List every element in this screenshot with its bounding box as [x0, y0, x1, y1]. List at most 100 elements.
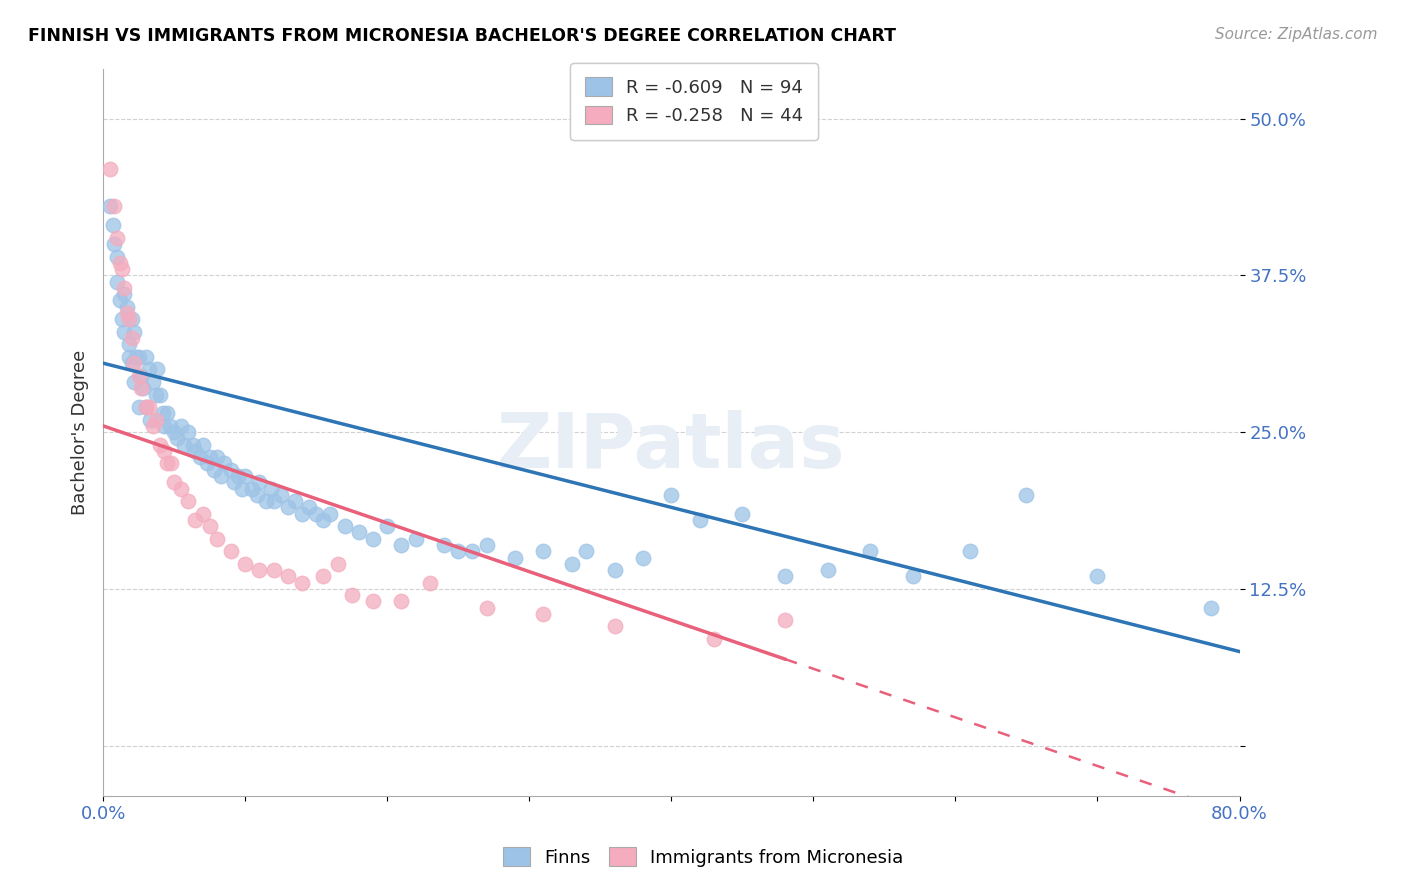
Point — [575, 544, 598, 558]
Point — [105, 250, 128, 264]
Point — [118, 337, 141, 351]
Point — [108, 293, 131, 308]
Point — [114, 287, 136, 301]
Point — [110, 262, 132, 277]
Text: ZIPatlas: ZIPatlas — [498, 409, 845, 483]
Point — [703, 632, 725, 646]
Point — [184, 513, 207, 527]
Point — [101, 219, 124, 233]
Point — [312, 513, 335, 527]
Point — [124, 356, 146, 370]
Point — [181, 438, 204, 452]
Point — [110, 312, 132, 326]
Point — [959, 544, 981, 558]
Point — [145, 387, 167, 401]
Point — [145, 412, 167, 426]
Point — [135, 400, 157, 414]
Point — [131, 368, 153, 383]
Point — [361, 532, 384, 546]
Point — [245, 488, 267, 502]
Point — [153, 444, 176, 458]
Point — [284, 494, 307, 508]
Point — [659, 488, 682, 502]
Point — [173, 438, 195, 452]
Point — [131, 381, 153, 395]
Point — [233, 557, 256, 571]
Point — [149, 387, 172, 401]
Point — [108, 256, 131, 270]
Point — [121, 331, 143, 345]
Point — [1087, 569, 1109, 583]
Point — [128, 400, 150, 414]
Point — [198, 519, 221, 533]
Point — [859, 544, 882, 558]
Point — [219, 544, 242, 558]
Point — [118, 312, 141, 326]
Point — [901, 569, 924, 583]
Point — [419, 575, 441, 590]
Point — [163, 425, 186, 439]
Point — [149, 438, 172, 452]
Point — [191, 507, 214, 521]
Point — [391, 594, 413, 608]
Point — [146, 362, 169, 376]
Point — [128, 350, 150, 364]
Point — [205, 450, 228, 465]
Point — [142, 375, 165, 389]
Y-axis label: Bachelor's Degree: Bachelor's Degree — [72, 350, 89, 515]
Point — [247, 563, 270, 577]
Point — [561, 557, 583, 571]
Point — [105, 231, 128, 245]
Point — [1199, 600, 1222, 615]
Point — [391, 538, 413, 552]
Point — [156, 457, 179, 471]
Point — [231, 482, 253, 496]
Point — [170, 418, 193, 433]
Point — [291, 507, 314, 521]
Point — [773, 613, 796, 627]
Point — [433, 538, 456, 552]
Point — [202, 463, 225, 477]
Point — [205, 532, 228, 546]
Point — [603, 619, 626, 633]
Point — [209, 469, 232, 483]
Point — [118, 350, 141, 364]
Point — [114, 281, 136, 295]
Point — [312, 569, 335, 583]
Point — [340, 588, 363, 602]
Point — [124, 375, 146, 389]
Point — [98, 199, 121, 213]
Point — [533, 607, 555, 621]
Point — [226, 469, 249, 483]
Point — [405, 532, 427, 546]
Point — [138, 400, 160, 414]
Point — [247, 475, 270, 490]
Point — [347, 525, 370, 540]
Point — [195, 457, 218, 471]
Point — [103, 237, 125, 252]
Point — [184, 444, 207, 458]
Point — [153, 418, 176, 433]
Point — [138, 362, 160, 376]
Point — [503, 550, 526, 565]
Point — [135, 350, 157, 364]
Point — [475, 538, 498, 552]
Point — [121, 312, 143, 326]
Point — [291, 575, 314, 590]
Point — [233, 469, 256, 483]
Point — [121, 356, 143, 370]
Point — [298, 500, 321, 515]
Point — [333, 519, 356, 533]
Point — [603, 563, 626, 577]
Point — [731, 507, 754, 521]
Point — [270, 488, 292, 502]
Point — [135, 400, 157, 414]
Text: FINNISH VS IMMIGRANTS FROM MICRONESIA BACHELOR'S DEGREE CORRELATION CHART: FINNISH VS IMMIGRANTS FROM MICRONESIA BA… — [28, 27, 896, 45]
Point — [222, 475, 245, 490]
Point — [105, 275, 128, 289]
Point — [263, 494, 285, 508]
Point — [188, 450, 211, 465]
Point — [219, 463, 242, 477]
Point — [142, 418, 165, 433]
Point — [447, 544, 470, 558]
